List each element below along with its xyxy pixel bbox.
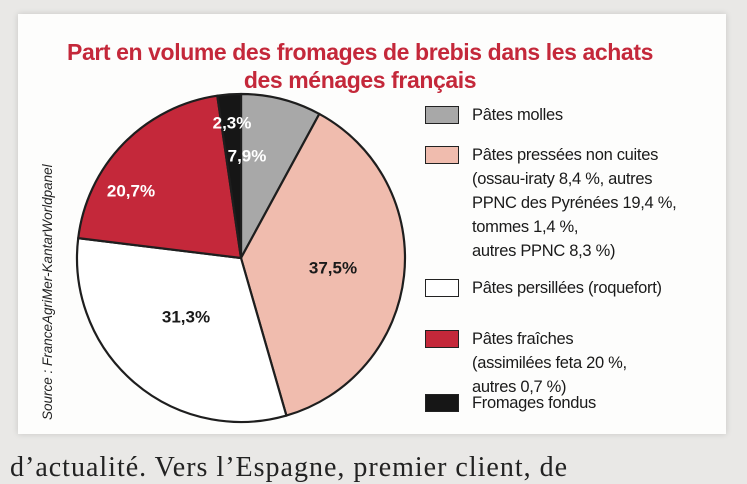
chart-title: Part en volume des fromages de brebis da… — [40, 38, 680, 94]
pie-data-label-5: 2,3% — [213, 113, 252, 132]
article-text-fragment: d’actualité. Vers l’Espagne, premier cli… — [10, 452, 569, 483]
pie-slice-3 — [75, 237, 288, 424]
chart-title-line-2: des ménages français — [243, 67, 477, 93]
pie-data-label-4: 20,7% — [107, 181, 155, 200]
legend-swatch-1 — [425, 106, 459, 124]
legend-label-3: Pâtes persillées (roquefort) — [472, 279, 662, 297]
legend-swatch-3 — [425, 279, 459, 297]
legend-label-1: Pâtes molles — [472, 106, 563, 124]
legend-swatch-5 — [425, 394, 459, 412]
pie-slice-5 — [216, 92, 243, 260]
legend-label-5: Fromages fondus — [472, 394, 596, 412]
legend-label-2: Pâtes pressées non cuites (ossau-iraty 8… — [472, 146, 677, 260]
legend-swatch-2 — [425, 146, 459, 164]
pie-data-label-2: 37,5% — [309, 258, 357, 277]
pie-data-label-1: 7,9% — [228, 146, 267, 165]
legend-label-4: Pâtes fraîches (assimilées feta 20 %, au… — [472, 330, 627, 396]
pie-slice-4 — [77, 94, 243, 260]
chart-title-line-1: Part en volume des fromages de brebis da… — [67, 39, 653, 65]
pie-data-label-3: 31,3% — [162, 307, 210, 326]
legend-swatch-4 — [425, 330, 459, 348]
pie-slice-2 — [239, 112, 407, 417]
